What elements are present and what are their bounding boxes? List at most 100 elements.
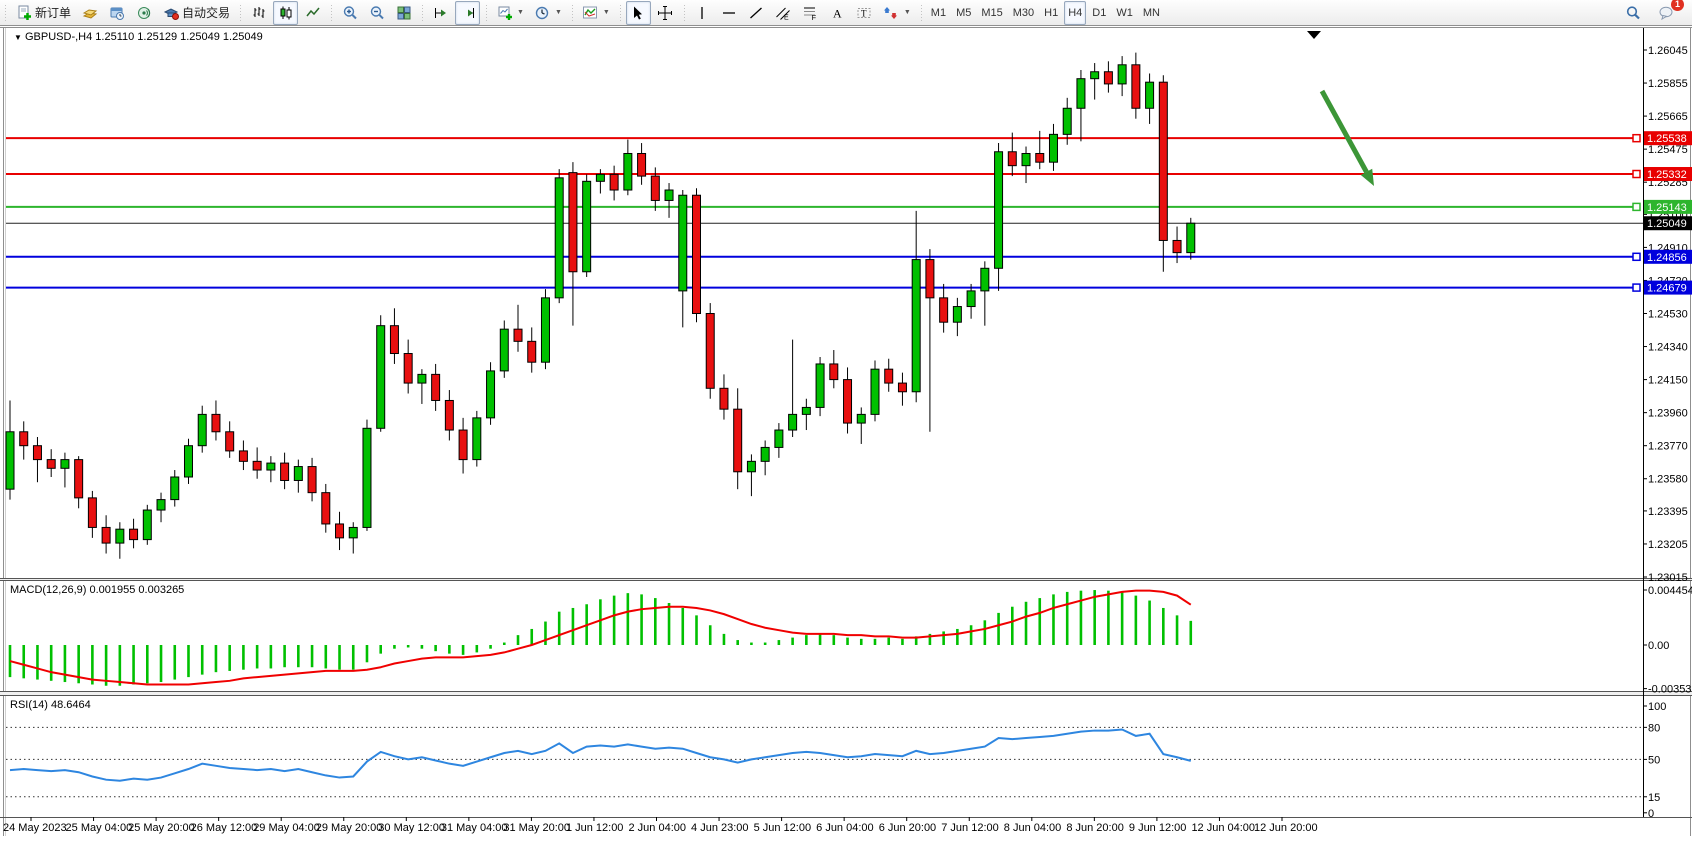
symbol-ohlc: 1.25110 1.25129 1.25049 1.25049 xyxy=(95,31,263,43)
candle xyxy=(238,450,248,462)
auto-scroll-button[interactable] xyxy=(428,1,453,25)
search-button[interactable] xyxy=(1621,1,1646,25)
timeframe-h1-button[interactable]: H1 xyxy=(1040,1,1062,25)
channel-icon: E xyxy=(775,5,792,21)
candle xyxy=(843,379,853,424)
timeframe-d1-button[interactable]: D1 xyxy=(1088,1,1110,25)
timeframe-m1-button[interactable]: M1 xyxy=(927,1,950,25)
candle xyxy=(101,526,111,544)
trendline-button[interactable] xyxy=(744,1,769,25)
cursor-button[interactable] xyxy=(625,0,651,25)
candle xyxy=(472,417,482,461)
price-level-anchor[interactable] xyxy=(1632,283,1641,292)
vertical-line-button[interactable] xyxy=(690,1,715,25)
candle xyxy=(293,466,303,481)
signals-button[interactable] xyxy=(131,1,156,25)
new-order-button[interactable]: 新订单 xyxy=(11,1,75,25)
price-level-anchor[interactable] xyxy=(1632,133,1641,143)
arrows-icon xyxy=(883,5,900,21)
timeframe-m15-button[interactable]: M15 xyxy=(977,1,1006,25)
candle xyxy=(1048,133,1058,163)
zoom-in-button[interactable] xyxy=(337,1,362,25)
chevron-down-icon[interactable]: ▼ xyxy=(602,9,610,16)
rsi-line xyxy=(9,728,1192,782)
fibonacci-button[interactable]: F xyxy=(798,1,823,25)
bars-icon xyxy=(250,5,267,21)
notifications-button[interactable]: 1 xyxy=(1654,0,1684,25)
price-tick-label: 1.25665 xyxy=(1648,111,1688,123)
signals-icon xyxy=(135,5,152,21)
candle xyxy=(692,194,701,315)
time-axis-label: 8 Jun 04:00 xyxy=(1004,822,1062,834)
price-level-axis-label: 1.24679 xyxy=(1647,283,1687,295)
toolbar-group: E F A T ▼ xyxy=(683,1,920,25)
macd-signal-line xyxy=(9,589,1192,686)
candle xyxy=(486,370,496,419)
time-axis-label: 8 Jun 20:00 xyxy=(1066,822,1124,834)
candle xyxy=(5,431,15,490)
toolbar-group xyxy=(330,1,421,25)
chevron-down-icon[interactable]: ▼ xyxy=(903,9,911,16)
text-button[interactable]: A xyxy=(825,1,850,25)
timeframe-h4-button[interactable]: H4 xyxy=(1064,0,1087,25)
candle xyxy=(733,408,743,473)
trend-arrow-shaft[interactable] xyxy=(1319,89,1369,174)
quotes-button[interactable] xyxy=(77,1,102,25)
zoom-out-button[interactable] xyxy=(364,1,389,25)
macd-tick-label: 0.004454 xyxy=(1648,585,1692,597)
periods-button[interactable]: ▼ xyxy=(530,1,566,25)
price-level-anchor[interactable] xyxy=(1632,169,1641,179)
price-level-axis-label: 1.24856 xyxy=(1647,252,1687,264)
new-chart-button[interactable]: ▼ xyxy=(492,1,528,25)
arrows-button[interactable]: ▼ xyxy=(879,1,915,25)
strategy-tester-button[interactable] xyxy=(104,1,129,25)
chart-shift-button[interactable] xyxy=(455,0,481,25)
candle xyxy=(252,460,262,471)
price-tick-label: 1.26045 xyxy=(1648,45,1688,57)
chevron-down-icon[interactable]: ▼ xyxy=(517,9,524,16)
timeframe-mn-button[interactable]: MN xyxy=(1139,1,1164,25)
candlestick-chart-button[interactable] xyxy=(273,0,299,25)
candle xyxy=(444,399,454,431)
chevron-down-icon[interactable]: ▼ xyxy=(554,9,562,16)
price-chart[interactable]: 1.260451.258551.256651.254751.252851.251… xyxy=(0,26,1692,842)
crosshair-button[interactable] xyxy=(653,1,678,25)
timeframe-m30-button[interactable]: M30 xyxy=(1009,1,1038,25)
quotes-icon xyxy=(81,5,98,21)
candle xyxy=(637,152,647,177)
trend-arrow-head[interactable] xyxy=(1360,168,1374,186)
candle xyxy=(1158,81,1168,241)
price-level-anchor[interactable] xyxy=(1632,202,1641,212)
horizontal-line-button[interactable] xyxy=(717,1,742,25)
pane-separator[interactable] xyxy=(0,691,1692,696)
candle xyxy=(266,462,276,471)
one-click-trading-toggle[interactable]: ▼ xyxy=(14,33,22,42)
price-tick-label: 1.25855 xyxy=(1648,78,1688,90)
price-tick-label: 1.25475 xyxy=(1648,144,1688,156)
equidistant-channel-button[interactable]: E xyxy=(771,1,796,25)
chat-icon xyxy=(1658,5,1675,21)
autotrading-button[interactable]: 自动交易 xyxy=(158,1,234,25)
toolbar-group xyxy=(239,0,330,25)
candle xyxy=(1035,152,1045,163)
pane-separator[interactable] xyxy=(0,578,1692,581)
time-axis-label: 26 May 12:00 xyxy=(191,822,258,834)
line-chart-button[interactable] xyxy=(300,1,325,25)
timeframe-m5-button[interactable]: M5 xyxy=(952,1,975,25)
indicators-button[interactable]: ▼ xyxy=(578,1,614,25)
svg-text:A: A xyxy=(833,6,842,20)
candle xyxy=(678,194,688,292)
price-level-anchor[interactable] xyxy=(1632,252,1641,262)
candle xyxy=(1062,107,1072,135)
candle xyxy=(815,363,825,408)
timeframe-w1-button[interactable]: W1 xyxy=(1112,1,1137,25)
tile-windows-button[interactable] xyxy=(391,1,416,25)
shift-marker[interactable] xyxy=(1307,31,1321,39)
macd-tick-label: -0.003533 xyxy=(1648,684,1692,696)
timeframe-m1-button-label: M1 xyxy=(930,6,947,19)
autotrading-button-label: 自动交易 xyxy=(182,6,231,20)
label-button[interactable]: T xyxy=(852,1,877,25)
bar-chart-button[interactable] xyxy=(246,1,271,25)
main-toolbar: 新订单 自动交易 ▼ ▼ ▼ E F A T ▼ M1 M5 M15 M30 H1 H4 D1 W1 MN 1 xyxy=(0,0,1692,26)
time-axis-label: 25 May 20:00 xyxy=(128,822,195,834)
